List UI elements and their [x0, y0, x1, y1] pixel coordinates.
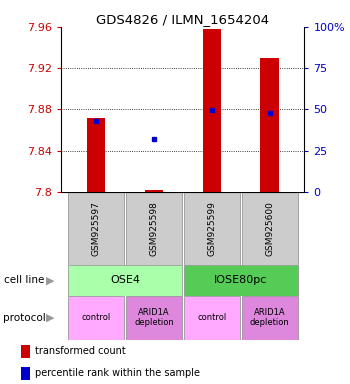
Text: percentile rank within the sample: percentile rank within the sample [35, 368, 200, 378]
Text: ▶: ▶ [46, 275, 54, 285]
Bar [242, 192, 298, 265]
Text: transformed count: transformed count [35, 346, 126, 356]
Bar [68, 296, 124, 340]
Text: IOSE80pc: IOSE80pc [214, 275, 267, 285]
Bar [203, 29, 221, 192]
Bar [21, 367, 30, 379]
Text: control: control [81, 313, 111, 322]
Text: ARID1A
depletion: ARID1A depletion [134, 308, 174, 327]
Bar [184, 296, 240, 340]
Text: GSM925597: GSM925597 [91, 201, 100, 256]
Bar [184, 265, 298, 296]
Bar [260, 58, 279, 192]
Text: control: control [197, 313, 226, 322]
Bar [68, 192, 124, 265]
Bar [126, 296, 182, 340]
Title: GDS4826 / ILMN_1654204: GDS4826 / ILMN_1654204 [96, 13, 270, 26]
Text: OSE4: OSE4 [110, 275, 140, 285]
Text: GSM925599: GSM925599 [207, 201, 216, 256]
Text: ▶: ▶ [46, 313, 54, 323]
Bar [21, 345, 30, 358]
Text: GSM925598: GSM925598 [149, 201, 159, 256]
Bar [242, 296, 298, 340]
Bar [87, 118, 105, 192]
Text: protocol: protocol [4, 313, 46, 323]
Text: GSM925600: GSM925600 [265, 201, 274, 256]
Bar [145, 190, 163, 192]
Text: ARID1A
depletion: ARID1A depletion [250, 308, 290, 327]
Bar [126, 192, 182, 265]
Text: cell line: cell line [4, 275, 44, 285]
Bar [68, 265, 182, 296]
Bar [184, 192, 240, 265]
